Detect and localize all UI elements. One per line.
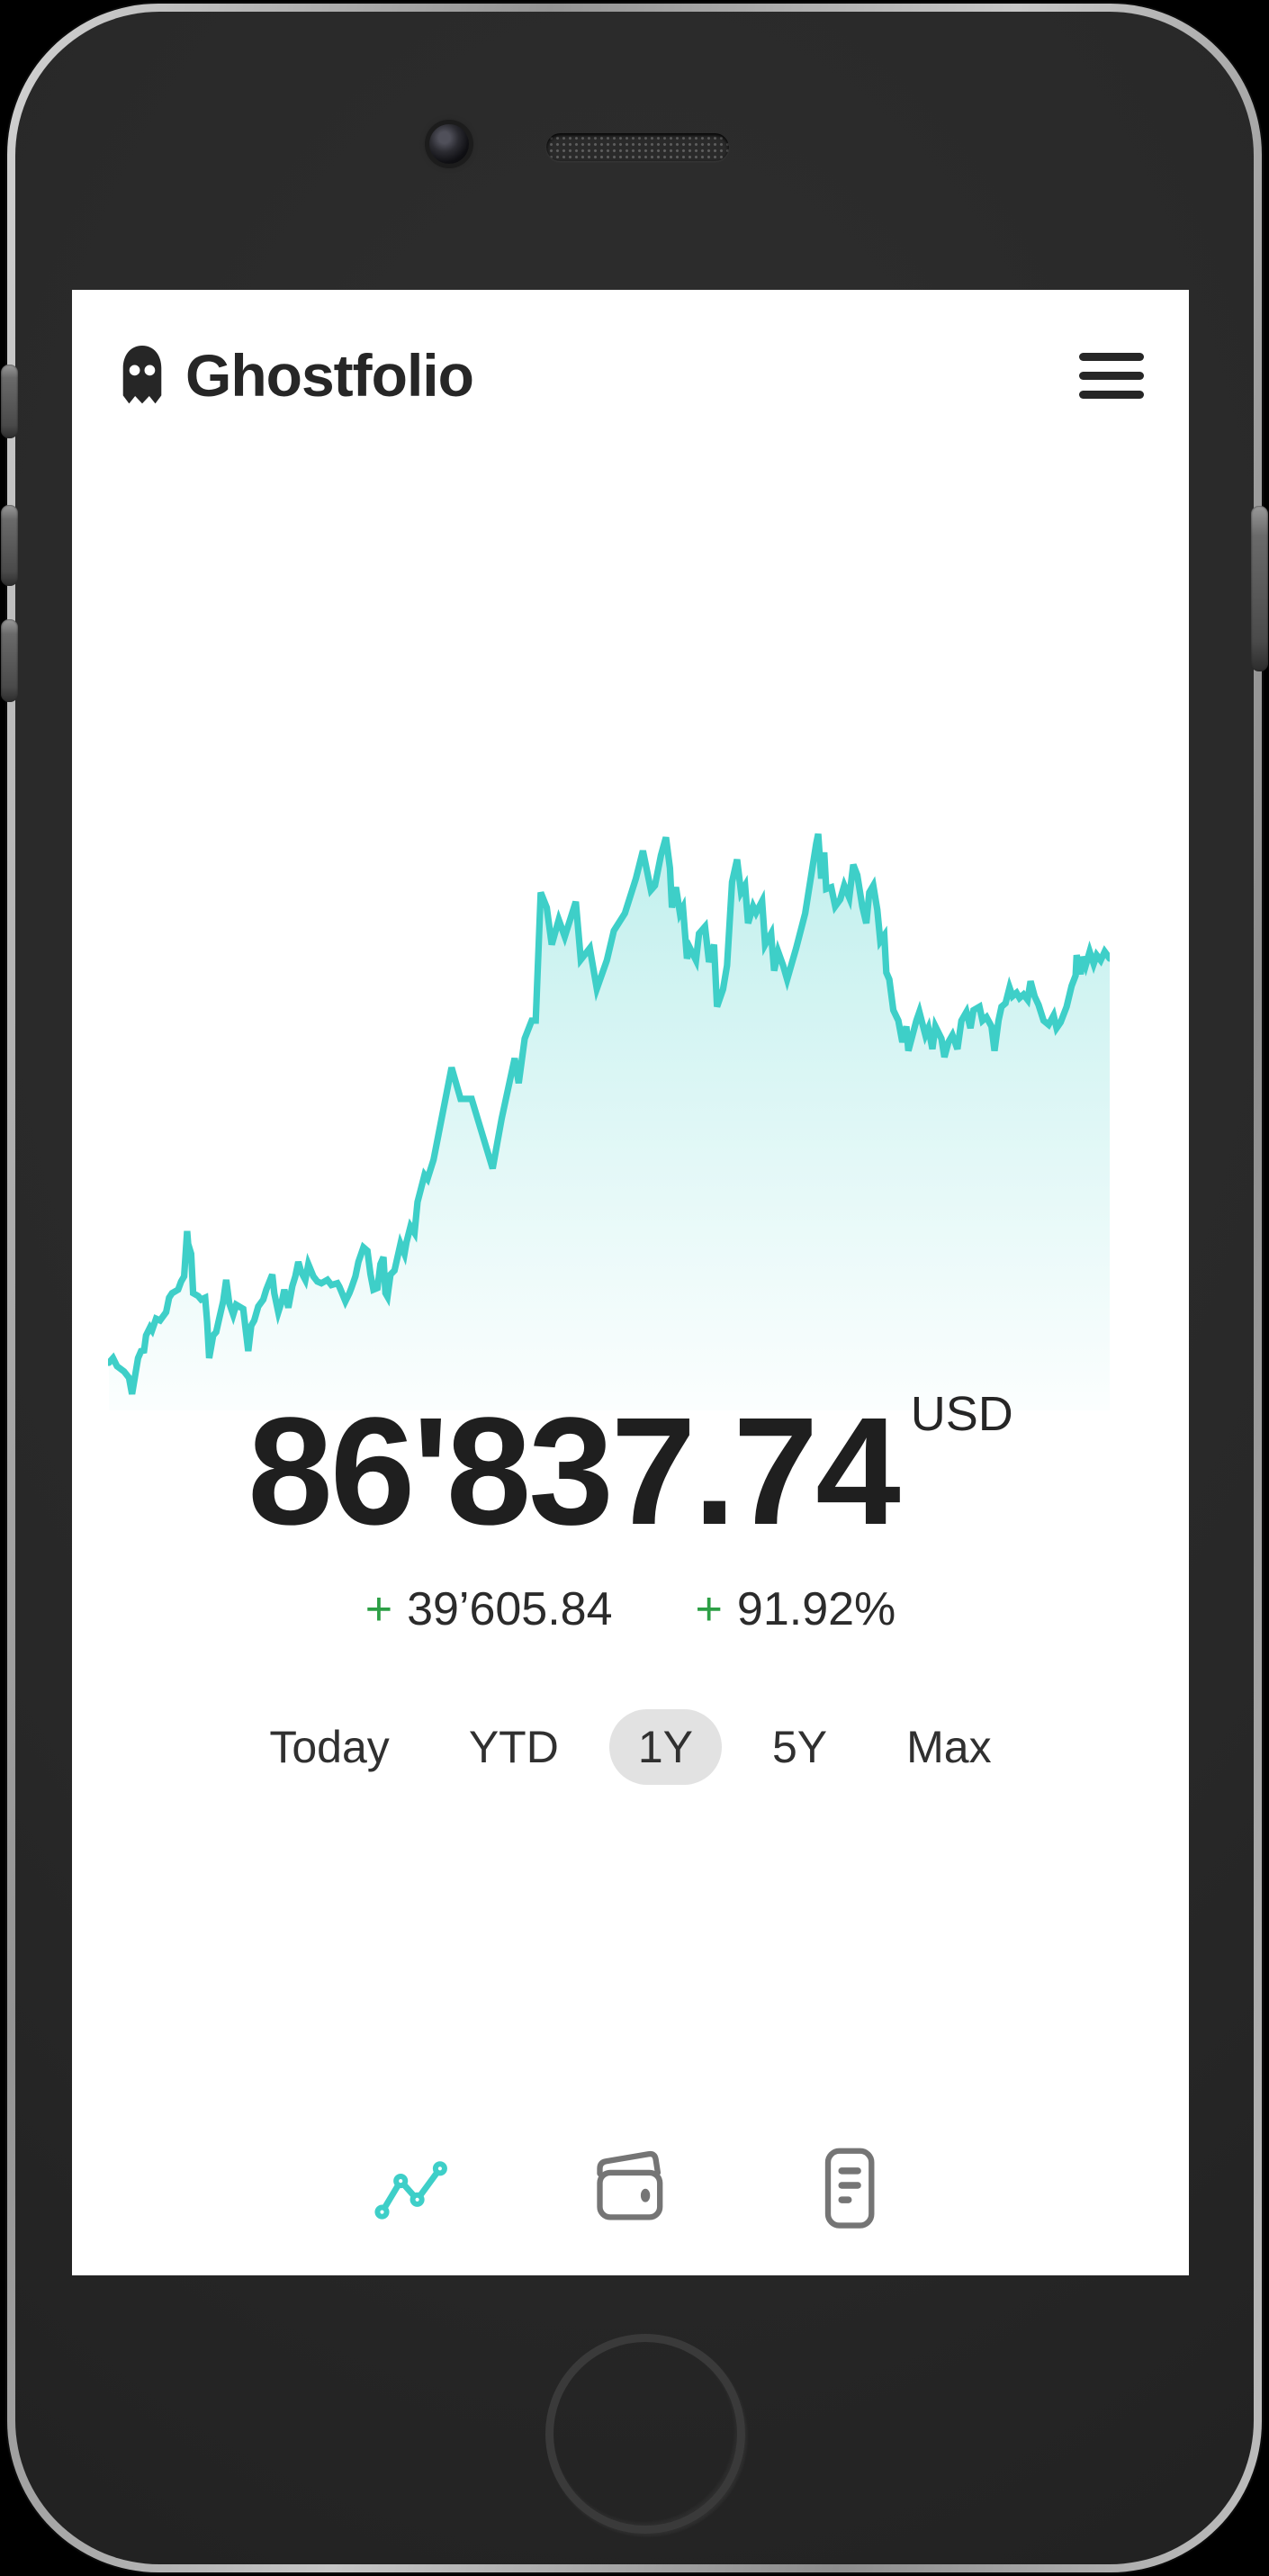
portfolio-value-row: 86'837.74 USD [72, 1387, 1189, 1548]
hamburger-bar [1079, 371, 1144, 380]
portfolio-total-value: 86'837.74 [248, 1386, 900, 1557]
change-absolute-value: 39’605.84 [407, 1583, 613, 1635]
report-icon[interactable] [807, 2142, 890, 2232]
portfolio-change-row: + 39’605.84 + 91.92% [72, 1582, 1189, 1636]
app-title: Ghostfolio [185, 342, 474, 409]
change-absolute: + 39’605.84 [365, 1582, 613, 1636]
mute-switch[interactable] [1, 365, 18, 438]
hamburger-bar [1079, 352, 1144, 361]
power-button[interactable] [1251, 506, 1268, 671]
change-percent: + 91.92% [696, 1582, 896, 1636]
plus-sign: + [695, 1583, 723, 1635]
range-button-5y[interactable]: 5Y [743, 1709, 856, 1785]
wallet-icon[interactable] [590, 2142, 672, 2232]
volume-up-button[interactable] [1, 505, 18, 586]
chart-line [108, 833, 1110, 1395]
range-button-max[interactable]: Max [878, 1709, 1020, 1785]
front-camera [429, 124, 469, 164]
change-percent-value: 91.92% [736, 1583, 896, 1635]
hamburger-menu-icon[interactable] [1079, 352, 1144, 399]
volume-down-button[interactable] [1, 619, 18, 702]
range-button-today[interactable]: Today [240, 1709, 418, 1785]
app-screen: Ghostfolio 86 [72, 290, 1189, 2275]
performance-chart[interactable] [108, 815, 1110, 1410]
performance-chart-icon[interactable] [372, 2142, 454, 2232]
app-header: Ghostfolio [72, 290, 1189, 425]
currency-label: USD [910, 1387, 1013, 1441]
chart-area-fill [109, 833, 1110, 1410]
app-logo: Ghostfolio [117, 341, 474, 410]
range-button-1y[interactable]: 1Y [608, 1709, 722, 1785]
ghost-icon [117, 341, 167, 410]
home-button[interactable] [545, 2334, 745, 2534]
date-range-selector: Today YTD 1Y 5Y Max [72, 1709, 1189, 1785]
range-button-ytd[interactable]: YTD [440, 1709, 588, 1785]
earpiece-speaker [546, 133, 729, 161]
plus-sign: + [364, 1583, 393, 1635]
phone-frame: Ghostfolio 86 [1, 4, 1268, 2572]
hamburger-bar [1079, 390, 1144, 399]
bottom-navigation [72, 2142, 1189, 2232]
